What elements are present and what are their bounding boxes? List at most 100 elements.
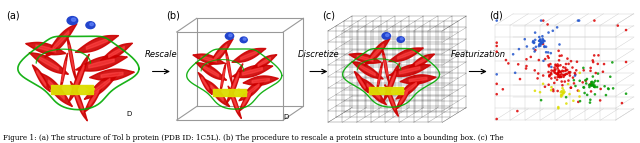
Point [584,86,595,88]
Point [546,66,556,68]
Point [557,54,567,57]
Point [557,92,568,95]
Point [588,84,598,87]
Point [589,82,599,84]
Point [566,87,576,89]
Point [563,57,573,60]
Point [553,107,563,109]
Point [586,67,596,69]
Point [559,80,570,83]
Point [555,71,565,73]
Point [585,101,595,104]
Point [557,70,568,72]
Point [543,64,554,66]
Point [550,77,560,79]
Point [603,87,613,90]
Text: (d): (d) [489,10,502,20]
Point [589,84,600,87]
Point [546,77,556,80]
Point [538,41,548,44]
Point [590,93,600,95]
Point [589,19,600,22]
Point [588,84,598,87]
Point [617,102,627,104]
Point [553,106,563,108]
Point [538,60,548,62]
Point [558,66,568,68]
Point [556,76,566,78]
Point [498,88,508,90]
Point [608,87,618,90]
Point [550,63,561,66]
Point [575,80,585,82]
Point [514,48,524,50]
Point [492,19,502,22]
Point [492,83,502,85]
Point [538,43,548,45]
Circle shape [90,23,93,26]
Point [599,63,609,65]
Point [588,83,598,86]
Point [543,55,553,57]
Point [544,65,554,67]
Point [554,76,564,78]
Point [515,78,525,80]
Point [591,72,601,74]
Point [586,84,596,86]
Point [543,84,554,86]
Point [548,88,558,91]
Point [578,67,588,69]
Point [510,72,520,74]
Point [544,75,554,78]
Point [600,85,610,87]
Point [534,36,545,38]
Point [569,82,579,85]
Point [561,73,571,75]
Point [585,83,595,85]
Circle shape [67,17,77,25]
Point [552,65,563,67]
Point [601,94,611,96]
Point [556,71,566,73]
Point [584,84,595,86]
Point [589,85,599,88]
Point [540,46,550,48]
Point [592,86,602,88]
Point [530,49,540,51]
Point [538,19,548,22]
Point [552,76,563,78]
Point [561,70,571,72]
Point [557,87,568,89]
Point [561,63,571,65]
Point [554,71,564,74]
Point [543,57,554,59]
Point [541,51,551,53]
Point [564,71,574,73]
Point [549,71,559,74]
Circle shape [243,38,246,40]
Point [522,58,532,60]
Point [568,77,578,79]
Point [604,88,614,90]
Point [562,69,572,71]
Point [538,42,548,44]
Point [534,40,545,42]
Text: Featurization: Featurization [451,50,506,59]
Point [543,31,554,34]
Point [564,93,575,95]
Text: D: D [127,111,132,117]
Circle shape [240,37,247,43]
Point [586,85,596,87]
Point [560,67,570,69]
Point [549,66,559,69]
Point [546,73,556,75]
Point [492,50,502,53]
Point [554,65,564,67]
Circle shape [382,33,390,39]
Point [538,38,548,40]
Point [593,54,604,56]
Point [492,73,502,76]
Point [529,41,540,43]
Point [548,30,558,32]
Point [492,118,502,120]
